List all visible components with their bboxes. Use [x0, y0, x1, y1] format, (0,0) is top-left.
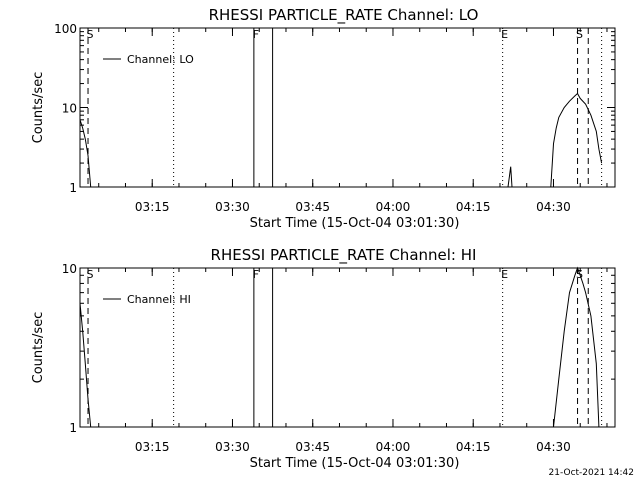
- x-tick-label: 03:15: [135, 440, 170, 454]
- event-marker-label: E: [501, 268, 508, 281]
- x-tick-label: 03:30: [215, 440, 250, 454]
- y-tick-label: 1: [69, 421, 77, 435]
- chart-title: RHESSI PARTICLE_RATE Channel: HI: [211, 246, 477, 265]
- x-tick-label: 03:30: [215, 200, 250, 214]
- x-tick-label: 04:00: [376, 440, 411, 454]
- series-line: [79, 303, 92, 428]
- legend-label: Channel: LO: [127, 53, 194, 66]
- event-marker-label: S: [576, 28, 583, 41]
- x-tick-label: 04:15: [456, 200, 491, 214]
- x-axis-label: Start Time (15-Oct-04 03:01:30): [250, 456, 460, 471]
- x-tick-label: 04:30: [536, 440, 571, 454]
- chart-panel-0: RHESSI PARTICLE_RATE Channel: LO Counts/s…: [31, 6, 616, 231]
- series-line: [507, 166, 513, 188]
- x-axis-label: Start Time (15-Oct-04 03:01:30): [250, 216, 460, 231]
- event-marker-label: F: [253, 268, 259, 281]
- event-marker-label: E: [501, 28, 508, 41]
- chart-panel-1: RHESSI PARTICLE_RATE Channel: HI Counts/s…: [31, 246, 616, 471]
- series-line: [550, 92, 603, 188]
- y-tick-label: 100: [54, 22, 77, 36]
- event-marker-label: S: [87, 268, 94, 281]
- series-line: [79, 119, 92, 188]
- legend-label: Channel: HI: [127, 293, 191, 306]
- y-tick-label: 10: [62, 102, 77, 116]
- event-marker-label: F: [253, 28, 259, 41]
- y-axis-label: Counts/sec: [31, 72, 46, 144]
- event-marker-label: S: [87, 28, 94, 41]
- y-axis-label: Counts/sec: [31, 312, 46, 384]
- plot-frame: [79, 267, 616, 428]
- plot-frame: [79, 27, 616, 188]
- series-line: [553, 266, 600, 428]
- footer-date: 21-Oct-2021 14:42: [549, 468, 634, 478]
- x-tick-label: 03:45: [295, 440, 330, 454]
- x-tick-label: 04:00: [376, 200, 411, 214]
- y-tick-label: 1: [69, 181, 77, 195]
- x-tick-label: 04:30: [536, 200, 571, 214]
- chart-title: RHESSI PARTICLE_RATE Channel: LO: [209, 6, 479, 25]
- x-tick-label: 03:15: [135, 200, 170, 214]
- x-tick-label: 04:15: [456, 440, 491, 454]
- x-tick-label: 03:45: [295, 200, 330, 214]
- y-tick-label: 10: [62, 262, 77, 276]
